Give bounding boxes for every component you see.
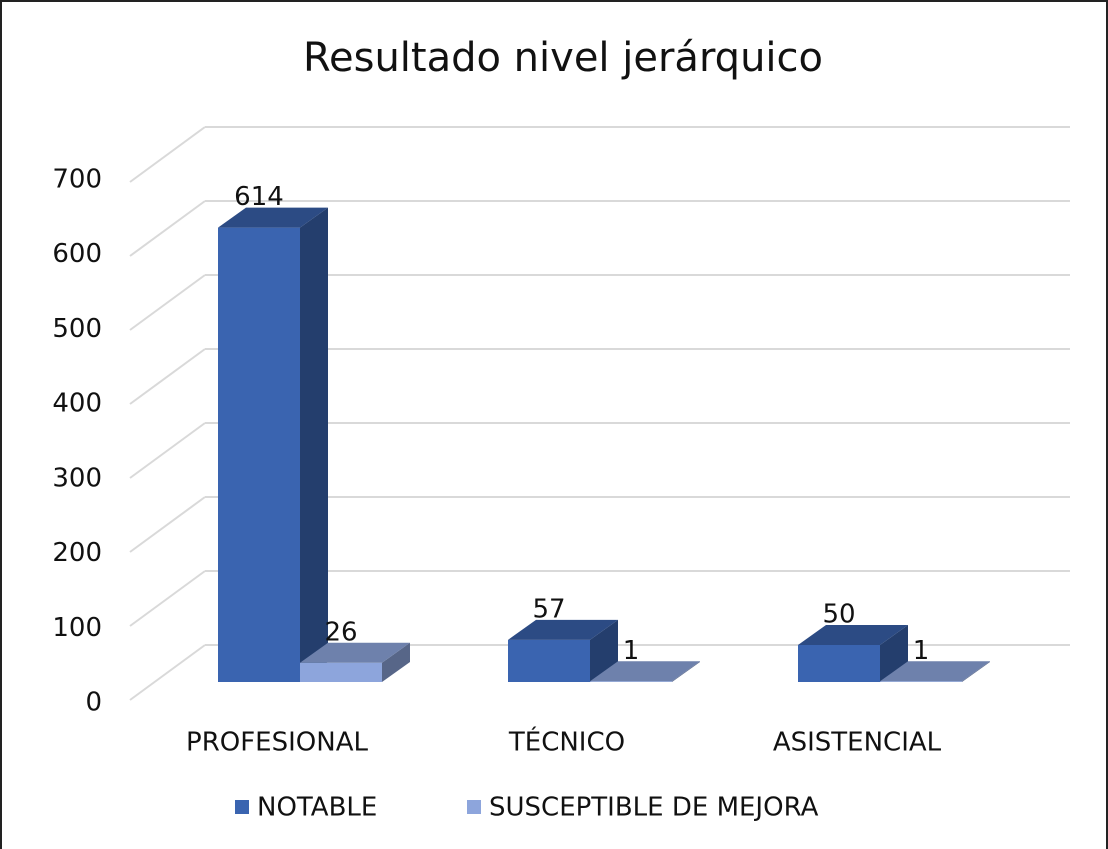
- bar-side: [880, 625, 908, 682]
- x-tick-label: ASISTENCIAL: [773, 728, 942, 758]
- data-label: 26: [324, 617, 357, 647]
- legend-swatch: [467, 800, 481, 814]
- y-tick-label: 200: [52, 538, 102, 568]
- bar-top: [798, 625, 908, 645]
- chart-title: Resultado nivel jerárquico: [303, 35, 823, 81]
- bar-side: [672, 661, 700, 682]
- bar: [880, 661, 990, 682]
- bar: [798, 625, 908, 682]
- bar-front: [300, 662, 382, 682]
- y-tick-label: 100: [52, 613, 102, 643]
- data-label: 614: [234, 182, 284, 212]
- data-label: 1: [623, 636, 640, 666]
- y-tick-label: 300: [52, 463, 102, 493]
- grid-line-side: [129, 644, 206, 701]
- data-label: 1: [913, 636, 930, 666]
- x-tick-label: TÉCNICO: [508, 726, 625, 758]
- x-tick-label: PROFESIONAL: [186, 728, 368, 758]
- data-label: 50: [822, 600, 855, 630]
- bar-side: [382, 642, 410, 682]
- grid-line-side: [129, 570, 206, 627]
- bar-front: [218, 227, 300, 682]
- grid-line-side: [129, 274, 206, 331]
- bar-front: [508, 639, 590, 682]
- y-tick-label: 0: [85, 688, 102, 718]
- bar-top: [508, 619, 618, 640]
- grid-line-side: [129, 496, 206, 553]
- grid-line-side: [129, 126, 206, 183]
- grid-line-side: [129, 422, 206, 479]
- legend-label: NOTABLE: [257, 793, 377, 823]
- bar-front: [798, 645, 880, 682]
- y-tick-label: 500: [52, 314, 102, 344]
- legend-swatch: [235, 800, 249, 814]
- bar-top: [590, 661, 700, 682]
- y-tick-label: 400: [52, 389, 102, 419]
- bar-front: [880, 681, 962, 682]
- grid-line-side: [129, 200, 206, 257]
- bar-side: [962, 661, 990, 682]
- bar: [218, 207, 328, 682]
- bar-front: [590, 681, 672, 682]
- data-label: 57: [532, 594, 565, 624]
- grid-line-side: [129, 348, 206, 405]
- bar-top: [880, 661, 990, 682]
- y-tick-label: 600: [52, 239, 102, 269]
- legend-label: SUSCEPTIBLE DE MEJORA: [489, 793, 819, 823]
- y-tick-label: 700: [52, 165, 102, 195]
- bar: [300, 642, 410, 682]
- bar-side: [300, 207, 328, 682]
- bar: [508, 619, 618, 682]
- bar-top: [300, 642, 410, 663]
- bar-top: [218, 207, 328, 228]
- bar: [590, 661, 700, 682]
